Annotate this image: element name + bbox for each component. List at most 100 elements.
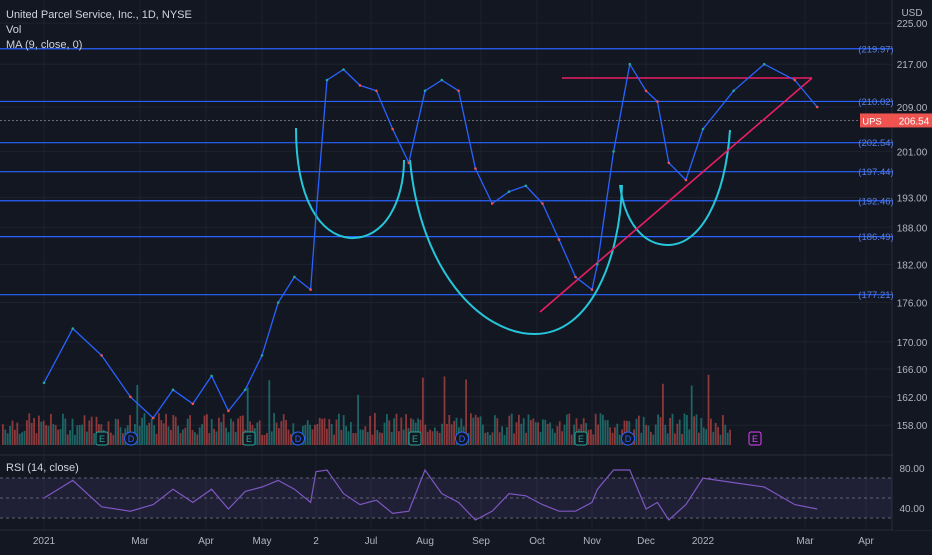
level-label: (192.46) <box>858 196 893 207</box>
volume-bar <box>167 426 170 445</box>
volume-bar <box>383 422 386 445</box>
volume-bar <box>714 422 717 445</box>
volume-bar <box>184 427 187 445</box>
volume-bar <box>669 418 671 445</box>
volume-bar <box>477 417 479 445</box>
volume-bar <box>52 424 55 445</box>
level-label: (186.49) <box>858 232 893 243</box>
volume-bar <box>599 413 602 445</box>
time-tick-label: 2021 <box>33 536 56 547</box>
volume-bar <box>638 415 640 445</box>
volume-bar <box>33 417 35 445</box>
price-point <box>358 84 362 87</box>
price-point <box>191 402 195 406</box>
marker-label: E <box>99 434 105 444</box>
volume-bar <box>402 429 405 445</box>
price-tick-label: 182.00 <box>897 260 928 271</box>
volume-bar <box>707 374 710 445</box>
volume-bar <box>170 429 172 445</box>
volume-bar <box>26 420 28 445</box>
volume-bar <box>443 376 446 445</box>
volume-bar <box>652 434 655 445</box>
volume-bar <box>222 413 225 445</box>
price-tick-label: 176.00 <box>897 298 928 309</box>
volume-bar <box>465 379 467 445</box>
volume-bar <box>150 418 153 445</box>
volume-bar <box>64 418 67 445</box>
volume-bar <box>83 415 86 445</box>
volume-bar <box>489 434 491 445</box>
volume-bar <box>290 433 292 445</box>
price-point <box>596 263 599 266</box>
time-tick-label: 2022 <box>692 536 715 547</box>
volume-bar <box>340 429 343 445</box>
dividend-marker: D <box>124 431 138 446</box>
volume-bar <box>693 416 695 445</box>
volume-bar <box>352 432 355 445</box>
volume-bar <box>93 433 95 445</box>
volume-bar <box>309 424 311 445</box>
volume-bar <box>438 432 441 445</box>
volume-bar <box>362 429 364 445</box>
volume-bar <box>18 433 21 445</box>
volume-bar <box>590 429 592 445</box>
volume-bar <box>266 433 268 445</box>
volume-bar <box>81 424 83 445</box>
volume-bar <box>686 415 688 445</box>
marker-box <box>574 431 588 446</box>
volume-bar <box>148 422 151 445</box>
price-point <box>574 275 577 279</box>
volume-bar <box>59 429 62 445</box>
marker-circle <box>455 431 469 446</box>
marker-circle <box>124 431 138 446</box>
price-point <box>732 89 735 93</box>
marker-circle <box>291 431 305 446</box>
rsi-line <box>43 468 818 521</box>
volume-bar <box>702 427 705 445</box>
volume-bar <box>9 425 11 445</box>
volume-bar <box>647 425 650 445</box>
volume-bar <box>318 417 321 445</box>
price-tick-label: 170.00 <box>897 338 928 349</box>
volume-bar <box>724 424 727 445</box>
marker-box <box>242 431 256 446</box>
volume-bar <box>194 432 196 445</box>
volume-bar <box>717 426 719 445</box>
volume-bar <box>189 415 191 445</box>
price-tick-label: 201.00 <box>897 147 928 158</box>
price-point <box>793 78 797 82</box>
earnings-marker: E <box>95 431 109 446</box>
volume-bar <box>446 423 448 445</box>
volume-bar <box>484 432 487 445</box>
volume-bar <box>515 422 518 445</box>
earnings-marker: E <box>242 431 256 446</box>
volume-bar <box>143 413 146 445</box>
volume-bar <box>398 431 400 445</box>
volume-bar <box>393 418 395 445</box>
volume-bar <box>594 413 597 445</box>
time-tick-label: Apr <box>198 536 214 547</box>
volume-bar <box>479 416 482 445</box>
volume-bar <box>88 420 91 445</box>
volume-bar <box>206 414 208 445</box>
volume-bar <box>635 418 638 445</box>
price-point <box>42 381 46 385</box>
volume-bar <box>227 432 230 445</box>
price-point <box>644 89 648 93</box>
volume-bar <box>237 418 239 445</box>
volume-bar <box>6 433 9 445</box>
volume-bar <box>278 428 280 445</box>
volume-bar <box>426 431 429 445</box>
volume-bar <box>506 427 508 445</box>
price-point <box>276 301 280 304</box>
volume-bar <box>69 430 71 445</box>
volume-bar <box>616 423 619 445</box>
volume-bar <box>611 432 614 445</box>
volume-bar <box>242 415 244 445</box>
volume-bar <box>597 424 599 445</box>
volume-bar <box>436 431 439 445</box>
volume-bar <box>390 432 393 445</box>
